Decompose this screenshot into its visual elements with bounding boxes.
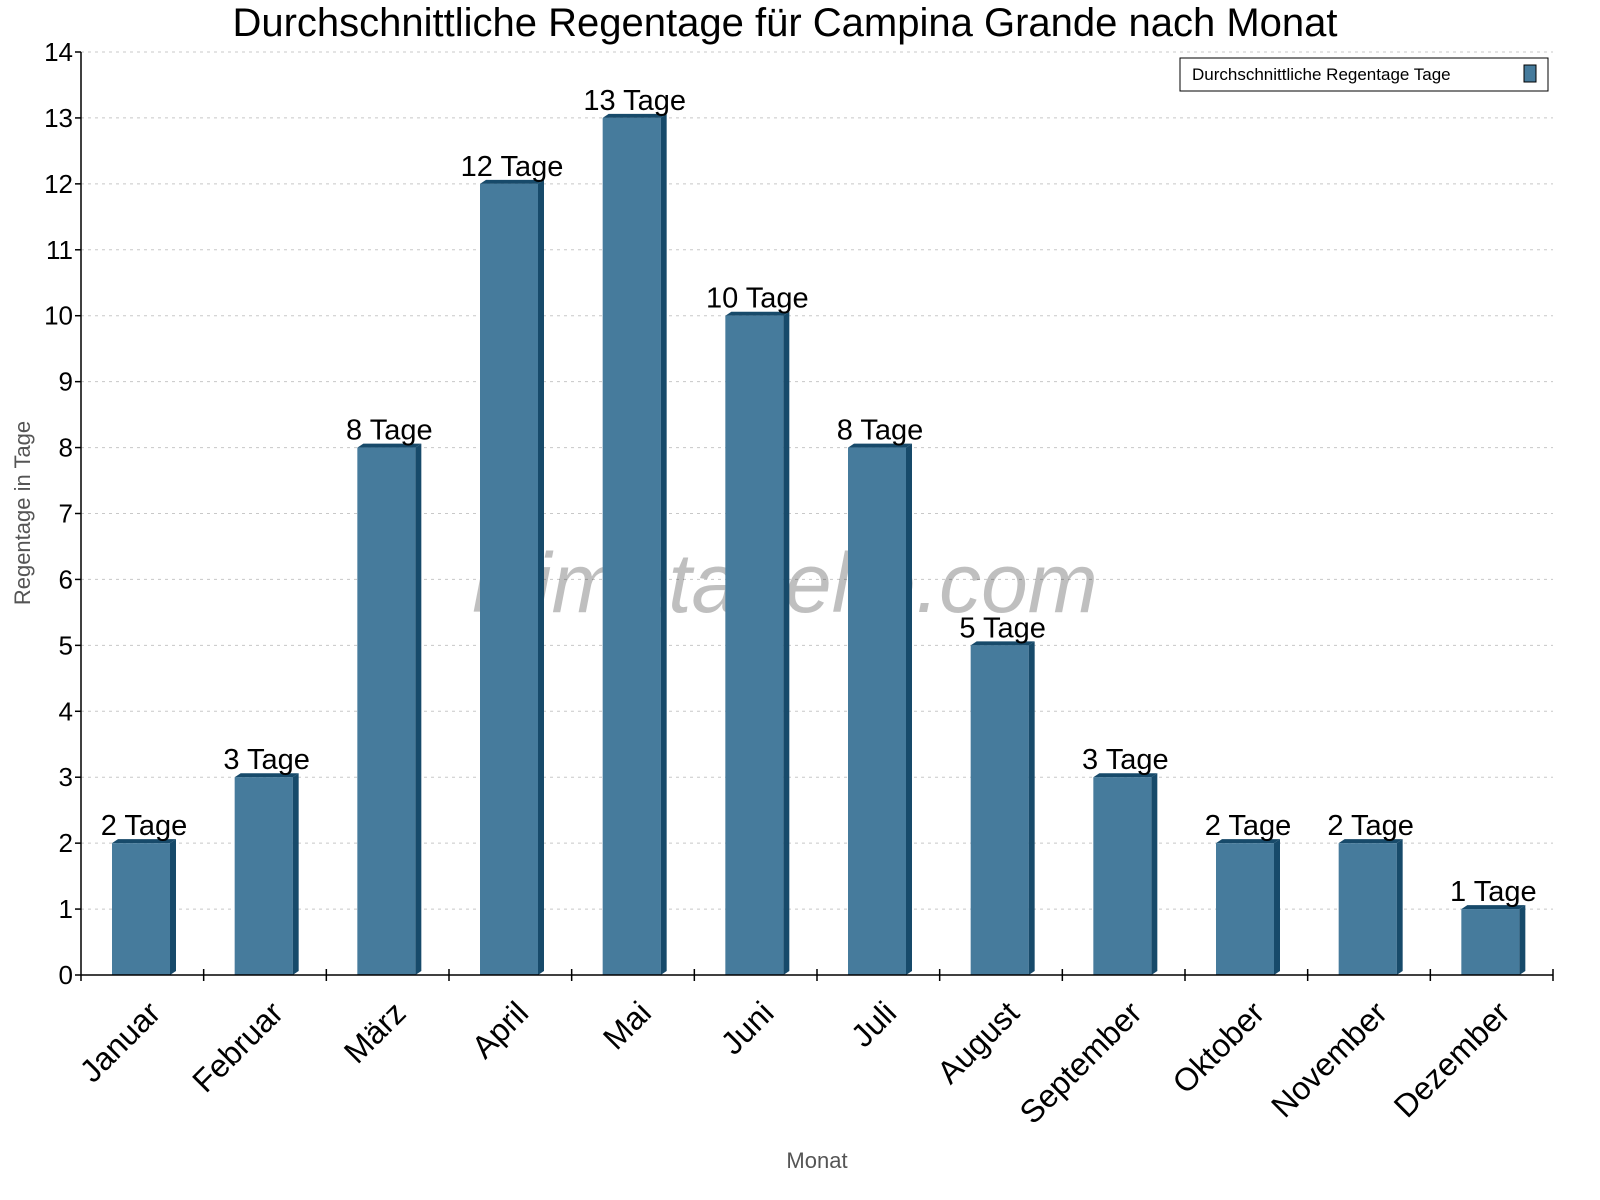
bar-top [1093,773,1158,778]
bar-side [1151,773,1158,975]
y-tick-label: 0 [59,960,73,990]
x-tick-label: September [1012,994,1148,1130]
y-axis-label: Regentage in Tage [10,421,35,605]
bar [480,183,538,975]
bar [1461,909,1520,975]
data-label: 1 Tage [1450,876,1537,908]
data-label: 3 Tage [1082,744,1169,776]
x-tick-label: April [465,994,536,1065]
x-tick-label: August [930,994,1026,1090]
data-label: 12 Tage [461,151,564,183]
y-tick-label: 6 [59,564,73,594]
data-label: 2 Tage [101,810,188,842]
bar-side [1274,839,1280,975]
bar-top [1216,839,1280,844]
data-label: 2 Tage [1327,810,1414,842]
y-tick-label: 11 [46,235,73,265]
bar-top [480,179,544,184]
bar [970,645,1029,975]
y-tick-label: 5 [59,630,73,660]
bar-side [538,179,544,975]
x-tick-label: Mai [596,994,658,1056]
bar-side [1028,641,1035,975]
x-tick-label: Februar [185,994,290,1099]
bar [112,843,170,975]
x-axis-label: Monat [786,1148,847,1173]
bar [602,117,661,975]
bar [1093,777,1152,975]
y-tick-label: 10 [44,301,73,331]
legend-swatch [1523,64,1537,83]
data-label: 10 Tage [706,283,809,315]
bar-top [602,113,667,118]
y-tick-label: 3 [59,762,73,792]
data-label: 8 Tage [837,415,924,447]
bar [1216,843,1274,975]
y-tick-label: 12 [44,169,73,199]
y-tick-label: 9 [59,367,73,397]
y-tick-label: 8 [59,433,73,463]
bar-side [1519,905,1526,975]
bar-side [783,311,790,975]
bar [725,315,784,975]
bar-top [357,443,422,448]
bar [357,447,416,976]
x-tick-label: März [337,994,413,1070]
x-tick-label: November [1264,994,1394,1124]
bar [1338,843,1397,975]
x-tick-label: Oktober [1165,994,1271,1100]
legend-label: Durchschnittliche Regentage Tage [1192,65,1451,84]
y-tick-label: 7 [59,499,73,529]
data-label: 8 Tage [346,415,433,447]
bar-side [415,443,422,976]
bar-top [725,311,790,316]
legend: Durchschnittliche Regentage Tage [1179,57,1549,92]
legend-box [1179,57,1549,92]
bar-top [970,641,1035,646]
bar-top [1338,839,1403,844]
bar-side [292,773,299,975]
y-tick-label: 4 [59,696,73,726]
chart-title: Durchschnittliche Regentage für Campina … [232,1,1337,45]
x-tick-label: Dezember [1387,994,1517,1124]
bars: 2 Tage 3 Tage 8 Tage 12 Tage 13 Tage 10 Tage 8… [101,85,1537,976]
bar-top [234,773,299,778]
x-tick-label: Januar [73,994,168,1089]
grid-lines [81,51,1553,910]
bar-top [1461,905,1526,910]
bar-top [848,443,912,448]
data-label: 13 Tage [583,85,686,117]
x-tick-label: Juni [714,994,781,1061]
data-label: 5 Tage [959,612,1046,644]
bar-top [112,839,176,844]
x-tick-label: Juli [844,994,903,1053]
y-tick-label: 13 [44,103,73,133]
y-tick-label: 2 [59,828,73,858]
y-tick-label: 14 [44,37,73,67]
bar-side [906,443,912,976]
data-label: 2 Tage [1205,810,1292,842]
bar [848,447,906,976]
data-label: 3 Tage [223,744,310,776]
bar [234,777,293,975]
bar-side [660,113,667,975]
bar-side [170,839,176,975]
bar-side [1396,839,1403,975]
y-tick-label: 1 [59,894,73,924]
